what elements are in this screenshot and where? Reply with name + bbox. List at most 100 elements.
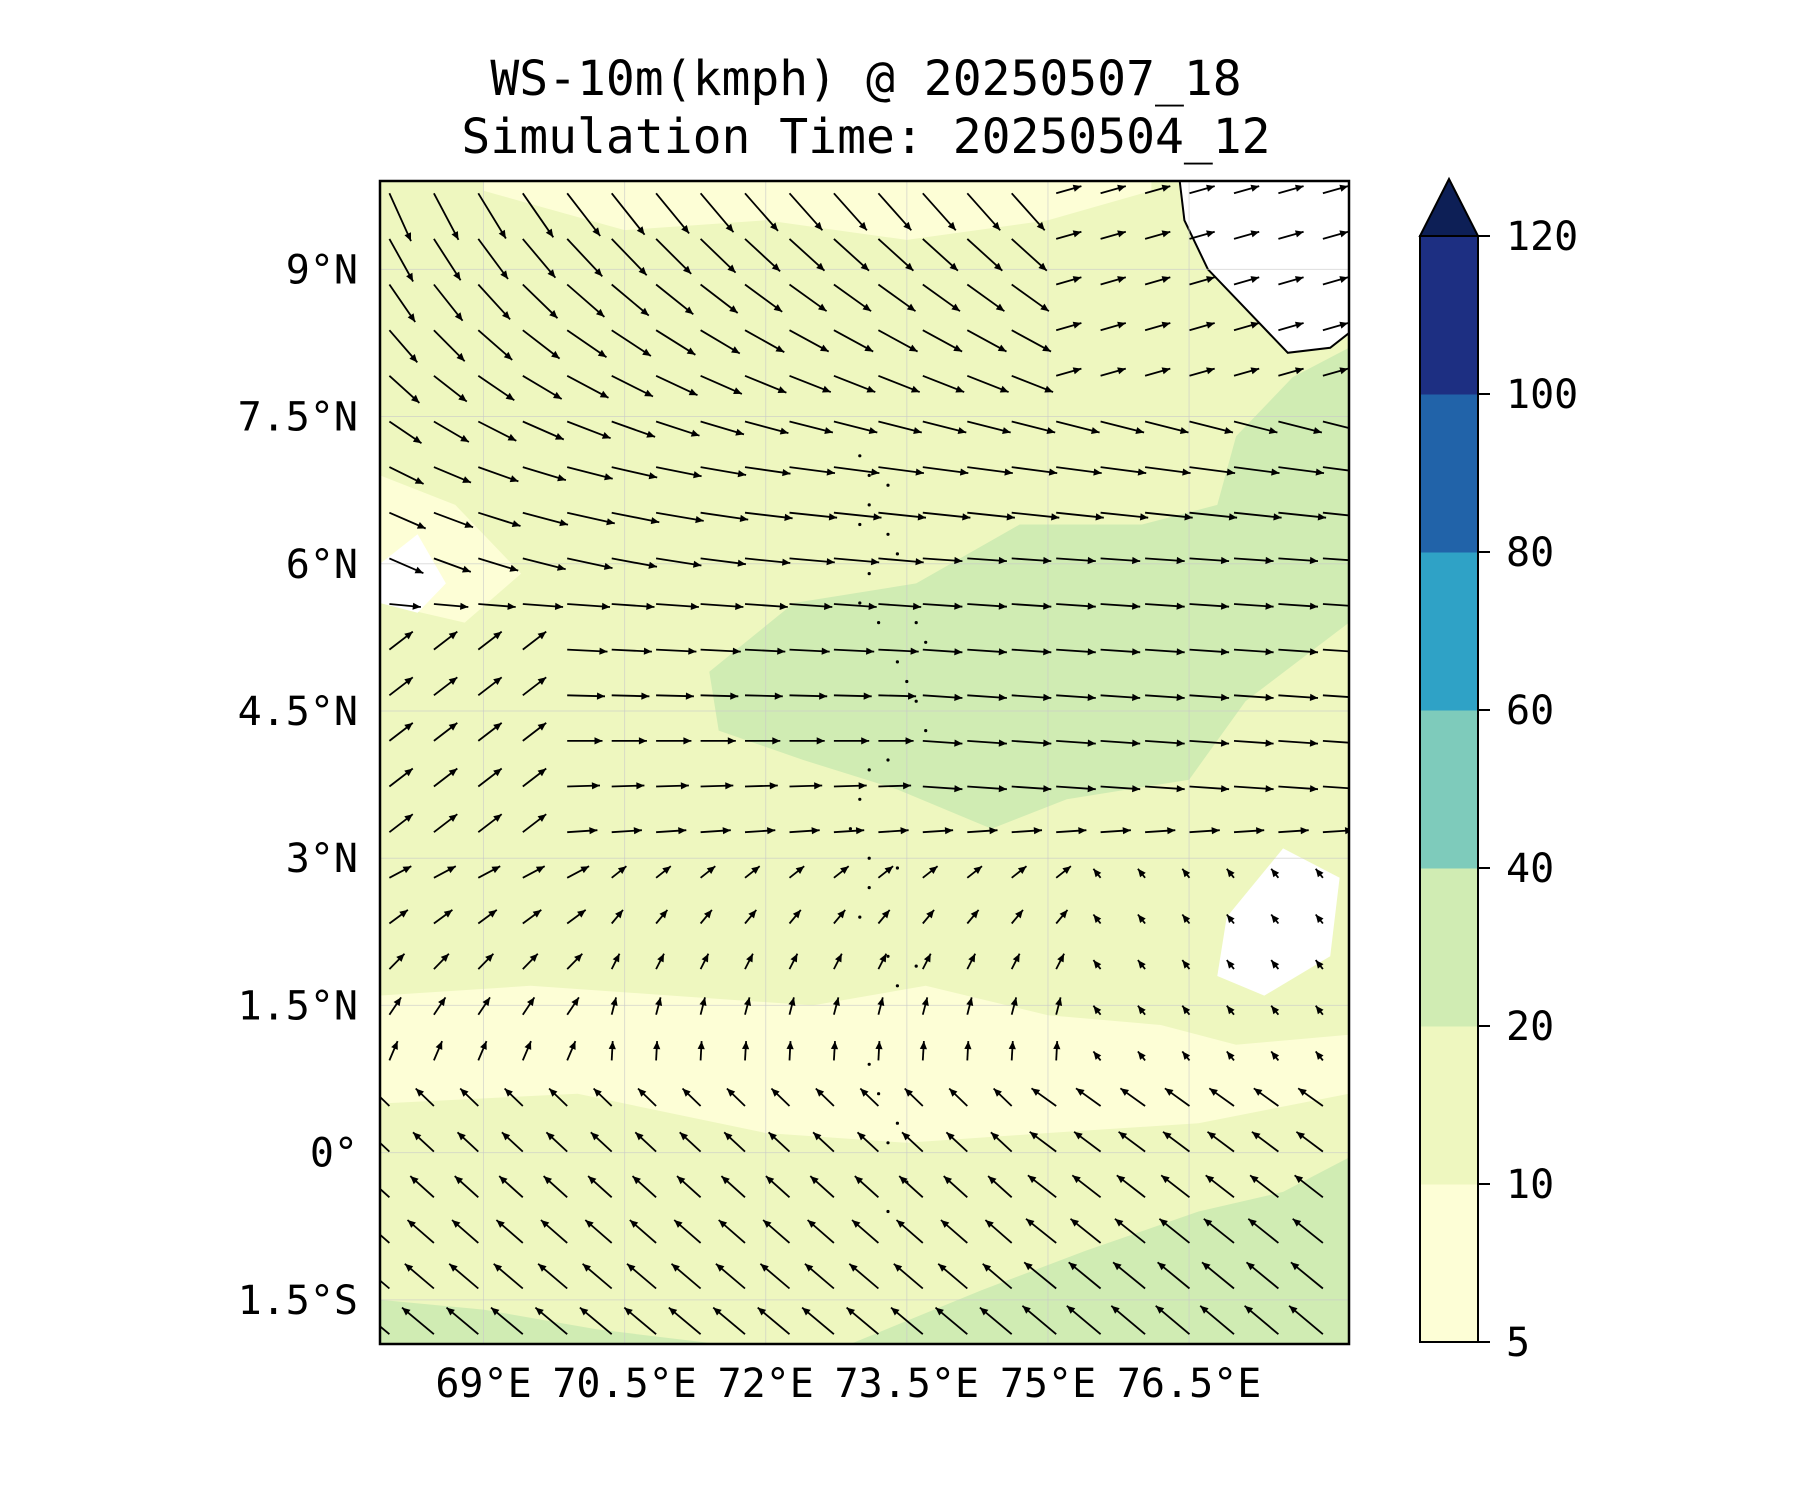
wind-arrow: [1055, 276, 1082, 286]
wind-arrow: [987, 1175, 1013, 1198]
wind-arrow: [1145, 693, 1185, 701]
atoll-dot: [886, 532, 890, 536]
wind-arrow: [893, 1263, 924, 1290]
wind-arrow: [409, 1175, 435, 1198]
wind-arrow: [833, 511, 882, 521]
wind-arrow: [919, 1041, 927, 1061]
atoll-dot: [858, 601, 862, 605]
wind-arrow: [1270, 868, 1280, 879]
wind-arrow: [788, 997, 796, 1015]
wind-arrow: [789, 737, 825, 745]
wind-arrow: [744, 909, 757, 925]
wind-arrow: [1011, 785, 1052, 793]
wind-arrow: [433, 630, 458, 651]
wind-vectors: [380, 184, 1349, 1335]
wind-arrow: [922, 420, 967, 434]
wind-arrow: [655, 374, 698, 397]
wind-arrow: [700, 827, 731, 835]
wind-arrow: [445, 1306, 479, 1335]
wind-arrow: [477, 375, 515, 402]
wind-arrow: [833, 737, 870, 745]
colorbar-segment: [1420, 1184, 1478, 1343]
colorbar-segment: [1420, 710, 1478, 869]
wind-arrow: [943, 1175, 968, 1198]
wind-arrow: [567, 737, 603, 745]
wind-arrow: [668, 1306, 702, 1335]
wind-arrow: [522, 865, 546, 879]
wind-arrow: [1322, 511, 1349, 517]
wind-arrow: [877, 192, 912, 231]
wind-arrow: [878, 557, 924, 566]
wind-arrow: [1056, 466, 1102, 476]
wind-arrow: [522, 953, 539, 970]
wind-arrow: [611, 827, 642, 835]
atoll-dot: [867, 1062, 871, 1066]
wind-arrow: [1278, 827, 1309, 835]
wind-arrow: [433, 676, 458, 697]
wind-arrow: [477, 953, 495, 970]
wind-arrow: [478, 511, 521, 527]
wind-arrow: [1322, 740, 1349, 744]
wind-arrow: [878, 647, 919, 655]
wind-arrow: [1056, 693, 1096, 701]
wind-arrow: [744, 865, 761, 879]
wind-arrow: [1010, 997, 1018, 1015]
wind-arrow: [389, 557, 424, 575]
wind-arrow: [477, 466, 519, 483]
wind-arrow: [744, 283, 783, 313]
wind-arrow: [875, 1041, 883, 1061]
wind-arrow: [542, 1175, 568, 1198]
wind-arrow: [388, 329, 418, 363]
wind-arrow: [921, 953, 932, 970]
wind-arrow: [655, 192, 690, 234]
wind-arrow: [812, 1131, 835, 1153]
wind-arrow: [1322, 603, 1349, 607]
wind-arrow: [655, 997, 663, 1015]
wind-arrow: [1071, 1174, 1102, 1199]
wind-arrow: [388, 909, 409, 925]
wind-arrow: [877, 283, 917, 312]
longitude-tick-labels: 69°E 70.5°E 72°E 73.5°E 75°E 76.5°E: [435, 1361, 1261, 1407]
wind-arrow: [1189, 466, 1236, 476]
wind-arrow: [1233, 511, 1282, 521]
wind-arrow: [522, 329, 561, 360]
wind-arrow: [1322, 367, 1349, 377]
wind-arrow: [567, 511, 615, 526]
wind-arrow: [744, 329, 785, 353]
wind-arrow: [700, 466, 747, 478]
wind-arrow: [522, 676, 547, 697]
wind-arrow: [742, 1041, 750, 1061]
wind-arrow: [990, 1131, 1013, 1153]
wind-arrow: [415, 1087, 435, 1107]
wind-arrow: [433, 420, 470, 443]
wind-arrow: [567, 692, 606, 700]
wind-arrow: [895, 1219, 924, 1244]
wind-arrow: [1290, 1261, 1324, 1290]
wind-arrow: [807, 1219, 835, 1244]
wind-arrow: [1322, 648, 1349, 653]
wind-arrow: [1189, 739, 1230, 747]
wind-arrow: [1011, 648, 1052, 656]
wind-arrow: [788, 865, 805, 879]
wind-arrow: [1055, 230, 1082, 240]
wind-arrow: [1278, 648, 1319, 656]
wind-arrow: [788, 953, 799, 970]
wind-arrow: [388, 238, 414, 282]
wind-arrow: [1226, 1005, 1235, 1016]
wind-arrow: [566, 953, 583, 970]
wind-arrow: [967, 785, 1007, 793]
wind-arrow: [1314, 913, 1324, 925]
wind-arrow: [478, 602, 516, 610]
wind-arrow: [1155, 1305, 1191, 1335]
wind-arrow: [1278, 230, 1304, 240]
wind-arrow: [477, 192, 507, 239]
wind-arrow: [1278, 184, 1304, 195]
atoll-dot: [914, 699, 918, 703]
wind-arrow: [380, 1233, 390, 1244]
wind-arrow: [548, 1087, 568, 1107]
lat-tick-label: 9°N: [286, 247, 358, 293]
wind-arrow: [789, 782, 823, 790]
wind-arrow: [611, 865, 627, 879]
wind-arrow: [433, 767, 458, 788]
contour-region-2: [850, 1157, 1349, 1344]
